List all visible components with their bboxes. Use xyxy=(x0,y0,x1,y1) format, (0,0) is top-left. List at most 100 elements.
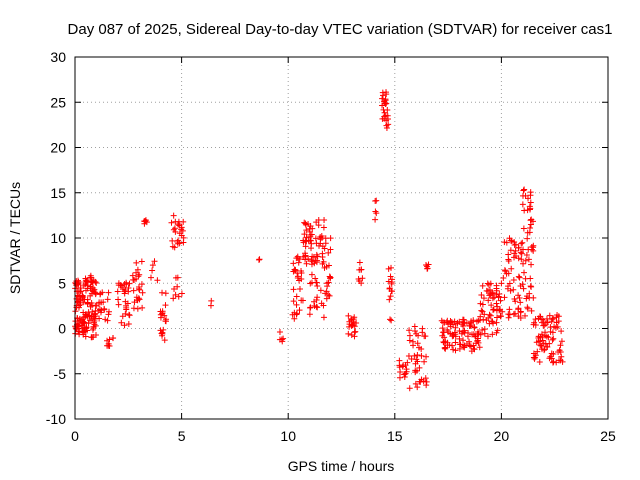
data-point xyxy=(169,237,176,244)
data-point xyxy=(515,292,522,299)
data-point xyxy=(92,331,99,338)
data-point xyxy=(505,256,512,263)
data-point xyxy=(401,371,408,378)
data-point xyxy=(296,277,303,284)
data-point xyxy=(154,277,161,284)
data-point xyxy=(106,336,113,343)
data-point xyxy=(484,280,491,287)
data-point xyxy=(533,339,540,346)
data-point xyxy=(121,290,128,297)
data-point xyxy=(380,106,387,113)
data-point xyxy=(478,291,485,298)
data-point xyxy=(406,337,413,344)
data-point xyxy=(345,312,352,319)
data-point xyxy=(134,305,141,312)
x-tick-label: 5 xyxy=(178,428,186,444)
data-point xyxy=(317,287,324,294)
data-point xyxy=(450,346,457,353)
data-point xyxy=(550,315,557,322)
data-point xyxy=(527,275,534,282)
data-point xyxy=(520,260,527,267)
plot-frame xyxy=(74,56,609,420)
data-point xyxy=(74,298,81,305)
data-point xyxy=(471,346,478,353)
data-point xyxy=(309,253,316,260)
data-point xyxy=(84,300,91,307)
data-point xyxy=(73,304,80,311)
data-point xyxy=(295,259,302,266)
data-point xyxy=(178,290,185,297)
data-point xyxy=(170,295,177,302)
data-point xyxy=(396,374,403,381)
data-point xyxy=(256,256,263,263)
data-point xyxy=(515,273,522,280)
data-point xyxy=(414,352,421,359)
data-point xyxy=(356,277,363,284)
data-point xyxy=(351,323,358,330)
data-point xyxy=(134,296,141,303)
data-point xyxy=(313,259,320,266)
data-point xyxy=(89,326,96,333)
data-point xyxy=(441,344,448,351)
data-point xyxy=(303,260,310,267)
data-point xyxy=(126,280,133,287)
y-tick-label: 5 xyxy=(58,275,66,291)
x-tick-label: 10 xyxy=(280,428,296,444)
data-point xyxy=(477,331,484,338)
data-point xyxy=(396,362,403,369)
data-point xyxy=(171,225,178,232)
data-point xyxy=(293,301,300,308)
data-point xyxy=(489,331,496,338)
data-point xyxy=(322,240,329,247)
data-point xyxy=(403,366,410,373)
data-point xyxy=(175,293,182,300)
data-point xyxy=(532,316,539,323)
data-point xyxy=(486,320,493,327)
data-point xyxy=(323,295,330,302)
data-point xyxy=(302,243,309,250)
y-axis-label: SDTVAR / TECUs xyxy=(7,182,23,294)
data-point xyxy=(522,257,529,264)
data-point xyxy=(553,319,560,326)
data-point xyxy=(296,285,303,292)
data-point xyxy=(535,315,542,322)
data-point xyxy=(383,125,390,132)
data-point xyxy=(123,304,130,311)
data-point xyxy=(161,337,168,344)
data-point xyxy=(412,380,419,387)
data-point xyxy=(356,266,363,273)
data-point xyxy=(388,264,395,271)
data-point xyxy=(506,311,513,318)
data-point xyxy=(528,307,535,314)
data-point xyxy=(147,274,154,281)
data-point xyxy=(476,344,483,351)
data-point xyxy=(135,283,142,290)
data-point xyxy=(413,367,420,374)
data-point xyxy=(123,279,130,286)
data-point xyxy=(300,253,307,260)
data-point xyxy=(389,288,396,295)
data-point xyxy=(479,327,486,334)
data-point xyxy=(480,316,487,323)
data-point xyxy=(104,296,111,303)
data-point xyxy=(163,316,170,323)
data-point xyxy=(542,332,549,339)
data-point xyxy=(423,378,430,385)
data-point xyxy=(507,237,514,244)
data-point xyxy=(516,274,523,281)
data-point xyxy=(326,273,333,280)
data-point xyxy=(294,273,301,280)
data-point xyxy=(507,247,514,254)
data-point xyxy=(325,249,332,256)
data-point xyxy=(303,234,310,241)
data-point xyxy=(447,323,454,330)
data-point xyxy=(316,242,323,249)
data-point xyxy=(93,280,100,287)
data-point xyxy=(521,186,528,193)
data-point xyxy=(454,320,461,327)
data-point xyxy=(411,328,418,335)
data-point xyxy=(87,303,94,310)
y-tick-label: 0 xyxy=(58,321,66,337)
data-point xyxy=(452,339,459,346)
data-point xyxy=(456,328,463,335)
